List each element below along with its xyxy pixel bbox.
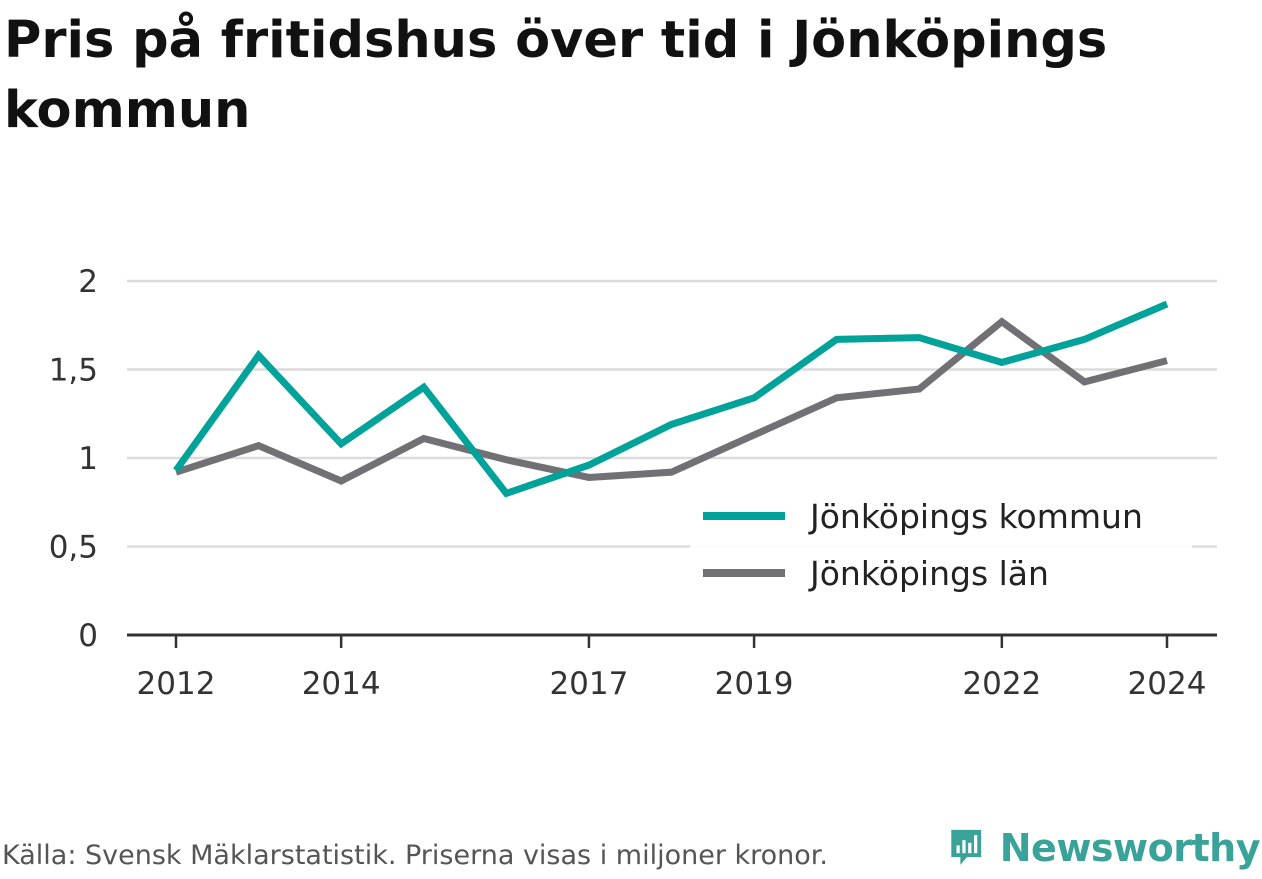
series-line-jonkopings-lan [174, 317, 1168, 485]
x-tick-label: 2024 [1128, 666, 1207, 702]
source-note: Källa: Svensk Mäklarstatistik. Priserna … [2, 840, 829, 871]
y-tick-label: 0,5 [49, 530, 98, 566]
series-lines [173, 300, 1169, 498]
x-tick-label: 2019 [715, 666, 794, 702]
chart-title: Pris på fritidshus över tid i Jönköpings… [4, 11, 1108, 140]
x-axis-ticks: 2012 2014 2017 2019 2022 2024 [137, 635, 1207, 702]
series-line-jonkopings-kommun [173, 300, 1169, 498]
bar-chart-speech-bubble-icon [951, 829, 982, 865]
y-tick-label: 1 [78, 441, 98, 477]
newsworthy-logo: Newsworthy [950, 818, 1261, 878]
legend-label: Jönköpings kommun [808, 497, 1143, 536]
x-tick-label: 2014 [302, 666, 381, 702]
x-tick-label: 2017 [549, 666, 628, 702]
brand-name: Newsworthy [999, 826, 1261, 870]
x-tick-label: 2022 [962, 666, 1041, 702]
legend: Jönköpings kommun Jönköpings län [703, 497, 1143, 593]
x-tick-label: 2012 [137, 666, 216, 702]
y-tick-label: 2 [78, 264, 98, 300]
y-axis-ticks: 0 0,5 1 1,5 2 [49, 264, 98, 654]
y-tick-label: 1,5 [49, 353, 98, 389]
y-tick-label: 0 [78, 618, 98, 654]
legend-label: Jönköpings län [808, 554, 1049, 593]
